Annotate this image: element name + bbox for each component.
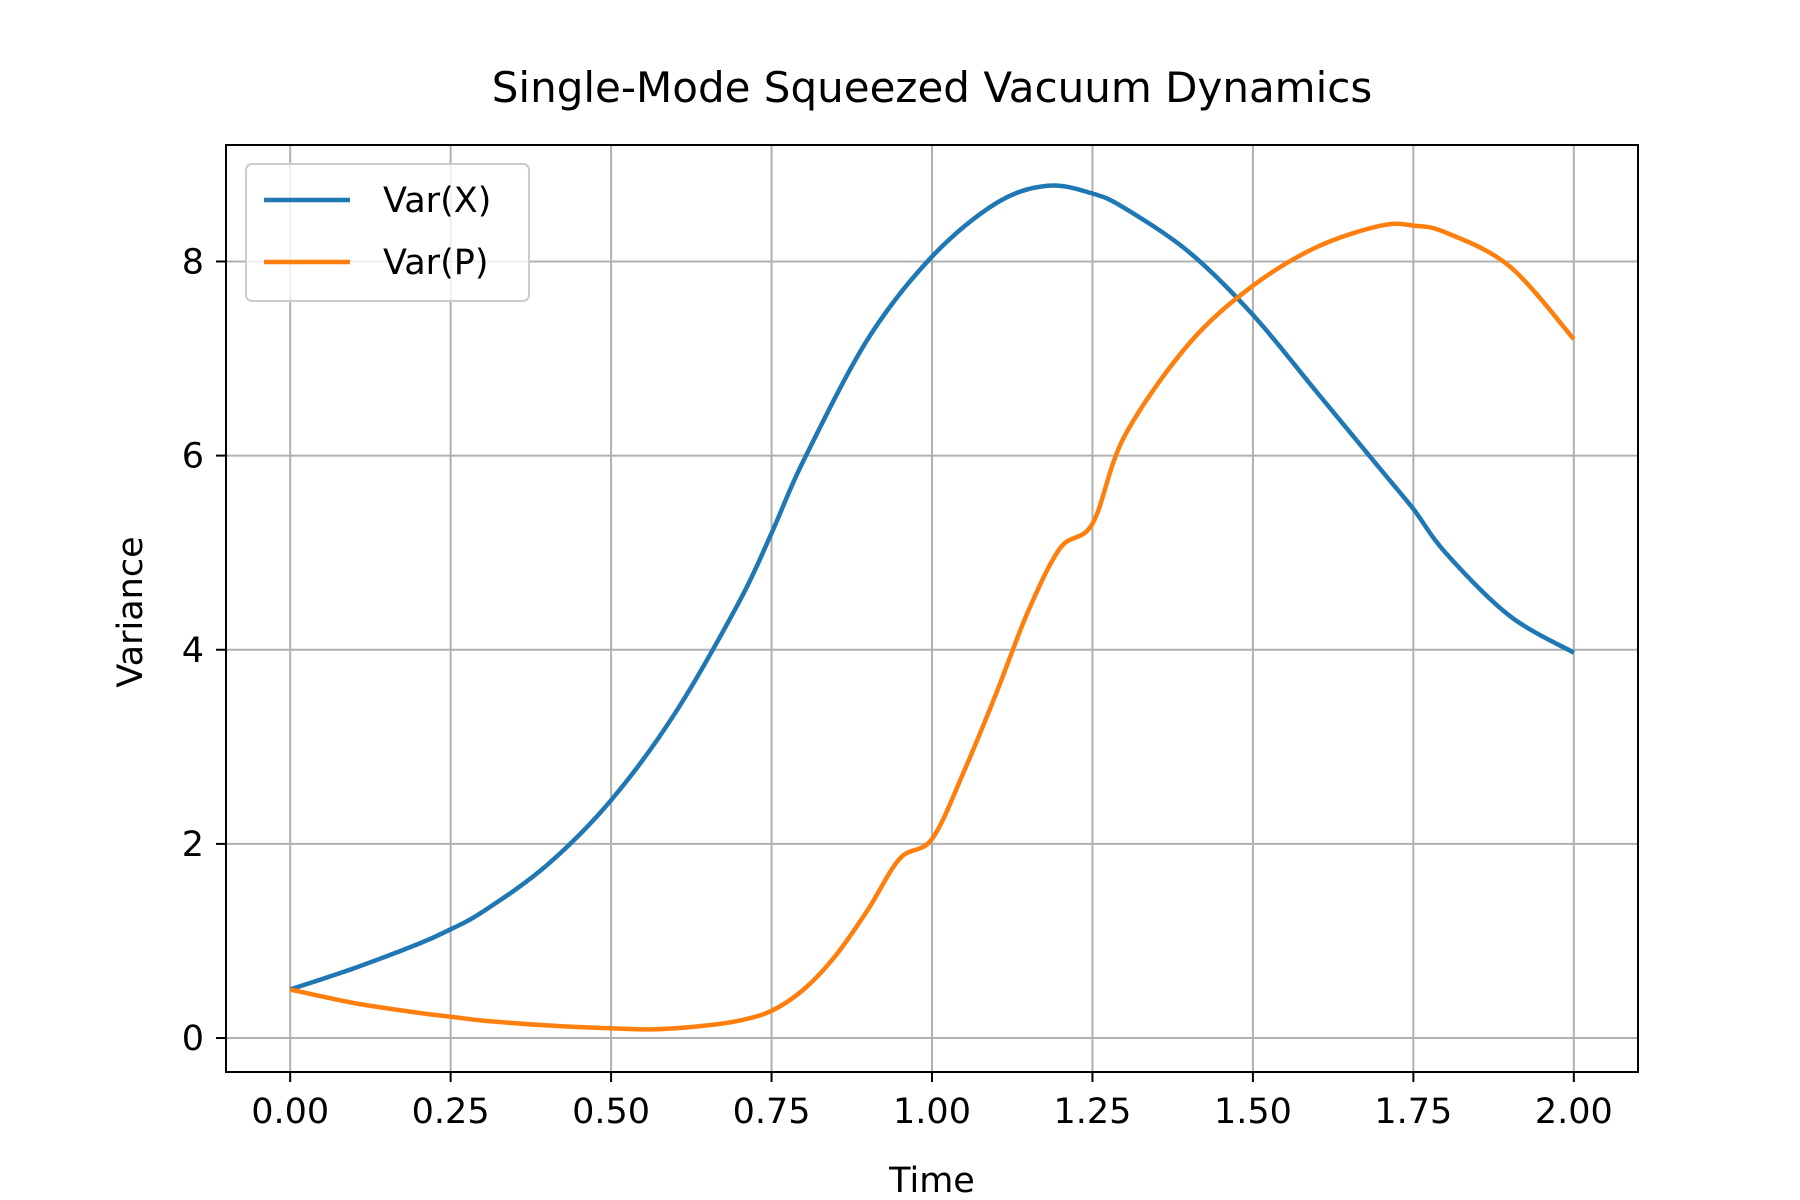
x-tick-label: 1.75 [1374,1092,1452,1132]
grid [226,145,1638,1072]
x-tick-label: 1.50 [1214,1092,1292,1132]
legend: Var(X) Var(P) [245,163,530,302]
y-tick-label: 6 [182,437,204,477]
legend-label-var-x: Var(X) [383,181,491,221]
x-tick-label: 1.00 [893,1092,971,1132]
series-line-var-p [289,221,1576,1032]
series-line-var-x [289,183,1575,992]
x-tick-label: 0.25 [412,1092,490,1132]
x-axis-label: Time [888,1161,975,1200]
chart-title: Single-Mode Squeezed Vacuum Dynamics [492,63,1372,112]
y-tick-label: 8 [182,242,204,282]
y-axis-ticks: 0 2 4 6 8 [182,242,226,1059]
y-axis-label: Variance [111,536,151,687]
x-tick-label: 0.50 [572,1092,650,1132]
series-lines [289,183,1576,1032]
x-tick-label: 0.75 [733,1092,811,1132]
x-tick-label: 2.00 [1535,1092,1613,1132]
legend-label-var-p: Var(P) [383,243,488,283]
y-tick-label: 2 [182,825,204,865]
y-tick-label: 4 [182,631,204,671]
y-tick-label: 0 [182,1019,204,1059]
x-tick-label: 1.25 [1053,1092,1131,1132]
x-axis-ticks: 0.00 0.25 0.50 0.75 1.00 1.25 1.50 1.75 2.00 [251,1072,1613,1132]
x-tick-label: 0.00 [251,1092,329,1132]
